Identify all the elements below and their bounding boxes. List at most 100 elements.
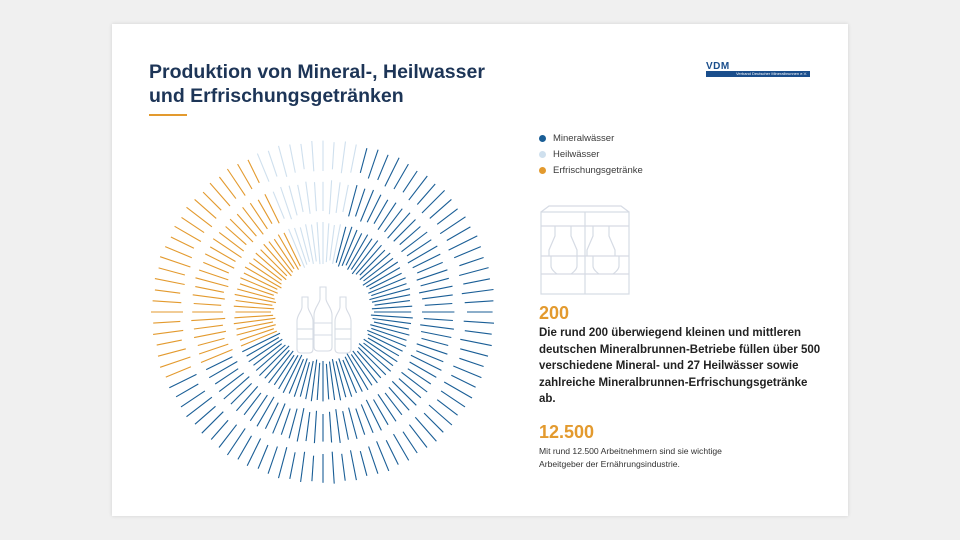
radial-ray xyxy=(157,348,186,357)
stat-text-arbeitnehmer: Mit rund 12.500 Arbeitnehmern sind sie w… xyxy=(539,446,722,469)
radial-ray xyxy=(293,358,308,397)
three-bottles-icon xyxy=(296,286,352,354)
radial-ray xyxy=(193,330,227,339)
radial-ray xyxy=(377,202,397,231)
radial-ray xyxy=(244,266,282,289)
radial-ray xyxy=(234,293,277,304)
radial-ray xyxy=(410,354,442,371)
radial-ray xyxy=(369,288,411,301)
legend: Mineralwässer Heilwässer Erfrischungsget… xyxy=(539,130,643,178)
radial-ray xyxy=(154,278,185,286)
radial-ray xyxy=(421,190,445,214)
radial-ray xyxy=(305,360,314,400)
radial-ray xyxy=(311,140,315,172)
title-line-1: Produktion von Mineral-, Heilwasser xyxy=(149,61,485,83)
radial-ray xyxy=(195,277,229,288)
radial-ray xyxy=(170,236,195,249)
radial-ray xyxy=(387,212,411,239)
radial-ray xyxy=(223,376,250,400)
radial-ray xyxy=(263,243,292,277)
legend-item-heilwaesser: Heilwässer xyxy=(539,146,643,162)
radial-ray xyxy=(337,226,353,267)
radial-ray xyxy=(186,396,213,418)
radial-ray xyxy=(360,404,374,434)
radial-ray xyxy=(248,338,283,363)
vdm-logo: VDM Verband Deutscher Mineralbrunnen e.V… xyxy=(706,62,810,78)
radial-ray xyxy=(420,330,452,339)
legend-item-mineralwaesser: Mineralwässer xyxy=(539,130,643,146)
radial-ray xyxy=(257,444,269,469)
radial-ray xyxy=(370,314,413,319)
radial-ray xyxy=(193,302,222,306)
title-underline xyxy=(149,114,187,116)
radial-ray xyxy=(273,354,295,386)
radial-ray xyxy=(240,277,278,294)
radial-ray xyxy=(359,450,368,476)
radial-ray xyxy=(356,350,382,379)
radial-ray xyxy=(226,168,246,196)
radial-ray xyxy=(218,424,238,448)
legend-dot xyxy=(539,150,546,158)
radial-ray xyxy=(165,366,192,378)
radial-ray xyxy=(436,399,458,416)
radial-ray xyxy=(423,318,453,322)
legend-label: Erfrischungsgetränke xyxy=(553,164,643,176)
radial-ray xyxy=(159,256,191,268)
radial-ray xyxy=(347,234,369,270)
page-title: Produktion von Mineral-, Heilwasser und … xyxy=(149,60,509,108)
radial-ray xyxy=(249,202,268,230)
radial-ray xyxy=(388,386,410,411)
radial-ray xyxy=(328,361,336,401)
radial-ray xyxy=(459,256,484,267)
radial-ray xyxy=(355,408,366,435)
radial-ray xyxy=(296,407,305,442)
radial-ray xyxy=(342,184,349,213)
radial-ray xyxy=(359,252,391,281)
radial-ray xyxy=(384,157,400,187)
radial-ray xyxy=(350,144,357,173)
radial-ray xyxy=(416,269,448,281)
radial-ray xyxy=(436,208,458,225)
radial-ray xyxy=(459,267,489,277)
radial-ray xyxy=(180,390,206,408)
radial-ray xyxy=(235,386,259,412)
radial-ray xyxy=(355,244,382,275)
radial-ray xyxy=(174,225,202,242)
radial-ray xyxy=(277,234,299,270)
radial-ray xyxy=(370,324,410,336)
radial-ray xyxy=(240,330,278,347)
radial-ray xyxy=(230,383,252,405)
radial-ray xyxy=(371,305,413,310)
radial-ray xyxy=(451,374,476,388)
radial-ray xyxy=(267,150,278,177)
radial-ray xyxy=(268,241,294,273)
radial-ray xyxy=(359,148,368,174)
radial-ray xyxy=(255,344,286,371)
radial-rays xyxy=(151,140,495,484)
radial-ray xyxy=(331,451,335,484)
radial-ray xyxy=(335,182,341,213)
radial-ray xyxy=(226,428,246,456)
radial-ray xyxy=(393,219,416,242)
radial-ray xyxy=(367,333,403,352)
radial-ray xyxy=(243,392,262,416)
radial-ray xyxy=(197,337,225,347)
radial-ray xyxy=(313,182,317,212)
radial-ray xyxy=(164,246,193,259)
radial-ray xyxy=(201,411,224,434)
radial-ray xyxy=(384,208,403,233)
radial-ray xyxy=(253,343,283,366)
radial-ray xyxy=(305,412,311,442)
radial-ray xyxy=(377,154,389,181)
radial-ray xyxy=(363,338,398,363)
radial-ray xyxy=(464,300,494,304)
radial-ray xyxy=(297,184,304,213)
radial-ray xyxy=(448,235,478,251)
radial-ray xyxy=(209,246,236,262)
stat-number-betriebe: 200 xyxy=(539,303,570,323)
radial-ray xyxy=(418,285,453,294)
radial-ray xyxy=(154,289,181,294)
radial-ray xyxy=(239,283,274,296)
radial-ray xyxy=(412,253,441,269)
radial-ray xyxy=(282,354,303,393)
